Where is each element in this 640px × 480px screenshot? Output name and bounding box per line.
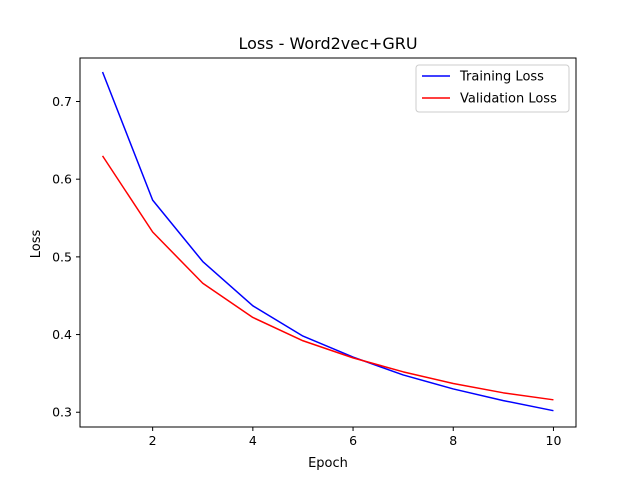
legend-label-training-loss: Training Loss [459, 70, 544, 85]
series-line-training-loss [101, 71, 554, 412]
x-tick-label: 6 [349, 433, 357, 448]
y-tick-label: 0.7 [52, 94, 72, 109]
chart-title: Loss - Word2vec+GRU [238, 34, 417, 53]
x-axis-ticks: 2 4 6 8 10 [149, 427, 562, 448]
x-tick-label: 8 [449, 433, 457, 448]
series-line-validation-loss [101, 155, 554, 401]
y-tick-label: 0.6 [52, 172, 72, 187]
y-tick-label: 0.3 [52, 405, 72, 420]
y-axis-ticks: 0.3 0.4 0.5 0.6 0.7 [52, 94, 80, 420]
y-tick-label: 0.4 [52, 327, 72, 342]
legend-label-validation-loss: Validation Loss [460, 92, 557, 107]
x-tick-label: 2 [149, 433, 157, 448]
legend: Training Loss Validation Loss [415, 64, 570, 113]
plot-frame [79, 57, 577, 428]
x-axis-label: Epoch [308, 456, 348, 471]
x-tick-label: 4 [249, 433, 257, 448]
plot-lines [101, 71, 554, 412]
legend-frame [415, 64, 570, 113]
x-tick-label: 10 [546, 433, 562, 448]
y-tick-label: 0.5 [52, 249, 72, 264]
y-axis-label: Loss [29, 230, 44, 259]
